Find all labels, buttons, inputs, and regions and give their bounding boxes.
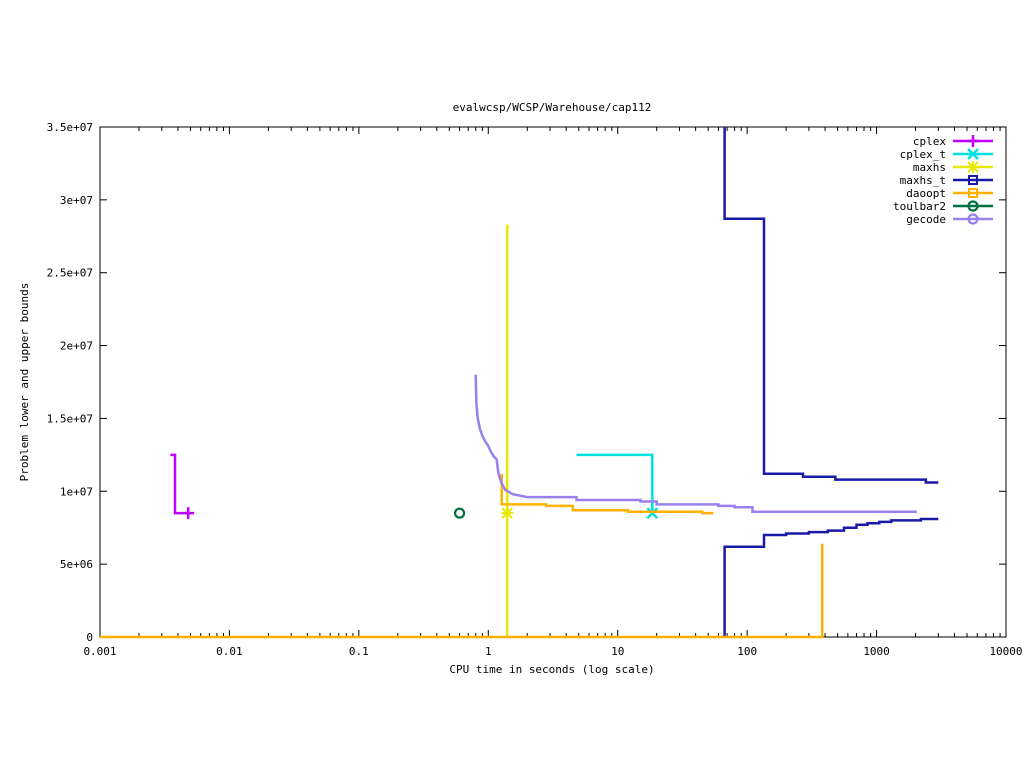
y-axis-label: Problem lower and upper bounds (18, 283, 31, 482)
x-tick-label: 0.01 (216, 645, 243, 658)
series-gecode (474, 374, 917, 514)
legend-label-cplex-t: cplex_t (900, 148, 946, 161)
series-line-daoopt (100, 543, 824, 639)
x-axis-label: CPU time in seconds (log scale) (449, 663, 654, 676)
legend-marker-toulbar2 (967, 200, 979, 212)
x-tick-label: 10000 (989, 645, 1022, 658)
series-cplex (170, 453, 195, 520)
y-axis-ticks: 0 5e+06 1e+07 1.5e+07 2e+07 2.5e+07 3e+07 3.5e+… (47, 121, 1006, 644)
y-tick-label: 1e+07 (60, 485, 93, 498)
y-tick-label: 5e+06 (60, 558, 93, 571)
y-tick-label: 3.5e+07 (47, 121, 93, 134)
y-tick-label: 3e+07 (60, 194, 93, 207)
x-tick-label: 1 (485, 645, 492, 658)
series-point-cplex (182, 507, 195, 520)
series-line-maxhs-t (723, 127, 939, 484)
series-point-maxhs (501, 507, 514, 520)
series-line-cplex-t (576, 453, 654, 514)
y-tick-label: 1.5e+07 (47, 412, 93, 425)
series-line-cplex (170, 453, 191, 515)
series-daoopt (100, 473, 824, 639)
series-line-gecode (474, 374, 917, 514)
x-tick-label: 0.1 (349, 645, 369, 658)
series-point-cplex-t (646, 507, 659, 520)
y-tick-label: 0 (86, 631, 93, 644)
series-toulbar2 (453, 507, 466, 519)
plot-frame (99, 126, 1007, 638)
legend-marker-cplex (967, 135, 979, 147)
series-cplex-t (576, 453, 659, 520)
series-line-maxhs-t (723, 517, 939, 637)
legend-label-gecode: gecode (906, 213, 946, 226)
legend-marker-cplex-t (967, 148, 979, 160)
x-tick-label: 0.001 (83, 645, 116, 658)
legend-marker-daoopt (968, 188, 978, 198)
legend-marker-maxhs (967, 161, 979, 173)
series-maxhs-t (723, 127, 939, 637)
y-tick-label: 2e+07 (60, 340, 93, 353)
y-tick-label: 2.5e+07 (47, 267, 93, 280)
series-line-daoopt (500, 473, 714, 515)
plot-area (100, 127, 939, 639)
legend-label-maxhs-t: maxhs_t (900, 174, 946, 187)
series-maxhs (501, 224, 514, 637)
legend-label-maxhs: maxhs (913, 161, 946, 174)
legend-marker-maxhs-t (968, 175, 978, 185)
x-tick-label: 1000 (863, 645, 890, 658)
series-point-toulbar2 (453, 507, 466, 519)
chart-title: evalwcsp/WCSP/Warehouse/cap112 (453, 101, 652, 114)
x-axis-ticks: 0.001 0.01 0.1 1 10 100 1000 10000 (83, 127, 1023, 658)
legend: cplexcplex_tmaxhsmaxhs_tdaoopttoulbar2ge… (893, 135, 993, 226)
legend-marker-gecode (967, 213, 979, 225)
x-tick-label: 100 (737, 645, 757, 658)
legend-label-toulbar2: toulbar2 (893, 200, 946, 213)
legend-label-daoopt: daoopt (906, 187, 946, 200)
legend-label-cplex: cplex (913, 135, 946, 148)
x-tick-label: 10 (611, 645, 624, 658)
